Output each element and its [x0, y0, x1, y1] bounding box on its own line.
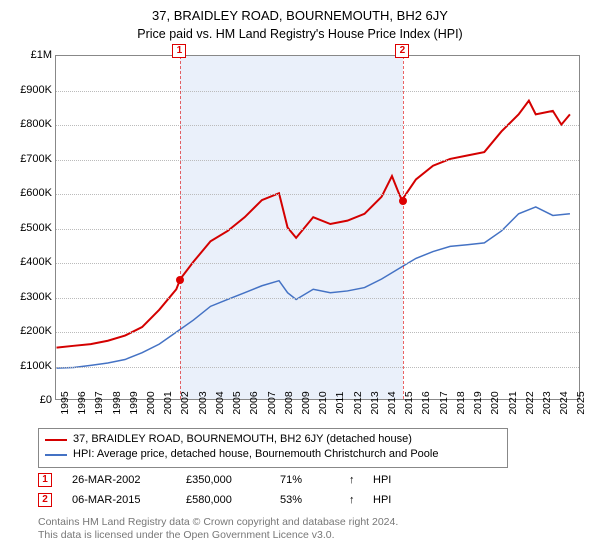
x-tick-label: 1995 — [59, 391, 71, 414]
transaction-price: £580,000 — [186, 494, 266, 506]
plot-area — [55, 55, 580, 400]
transaction-suffix: HPI — [373, 474, 391, 486]
transaction-point — [176, 276, 184, 284]
x-tick-label: 2010 — [317, 391, 329, 414]
series-price_paid — [57, 101, 570, 348]
gridline-h — [56, 91, 579, 92]
x-tick-label: 2001 — [162, 391, 174, 414]
legend-label: HPI: Average price, detached house, Bour… — [73, 447, 438, 462]
x-tick-label: 2009 — [300, 391, 312, 414]
x-tick-label: 2007 — [266, 391, 278, 414]
y-tick-label: £1M — [31, 49, 52, 61]
transaction-row-marker: 2 — [38, 493, 52, 507]
transaction-date: 06-MAR-2015 — [72, 494, 172, 506]
x-tick-label: 2000 — [145, 391, 157, 414]
gridline-h — [56, 194, 579, 195]
legend-row: 37, BRAIDLEY ROAD, BOURNEMOUTH, BH2 6JY … — [45, 432, 501, 447]
x-tick-label: 1996 — [76, 391, 88, 414]
x-tick-label: 2018 — [455, 391, 467, 414]
y-tick-label: £200K — [20, 325, 52, 337]
y-tick-label: £800K — [20, 118, 52, 130]
legend-swatch — [45, 439, 67, 441]
x-tick-label: 2020 — [489, 391, 501, 414]
gridline-h — [56, 229, 579, 230]
gridline-h — [56, 298, 579, 299]
x-tick-label: 2006 — [248, 391, 260, 414]
legend: 37, BRAIDLEY ROAD, BOURNEMOUTH, BH2 6JY … — [38, 428, 508, 468]
x-tick-label: 1999 — [128, 391, 140, 414]
x-tick-label: 2005 — [231, 391, 243, 414]
x-tick-label: 2025 — [575, 391, 587, 414]
x-tick-label: 2013 — [369, 391, 381, 414]
chart-container: 37, BRAIDLEY ROAD, BOURNEMOUTH, BH2 6JY … — [0, 0, 600, 560]
y-tick-label: £700K — [20, 153, 52, 165]
footer-attribution: Contains HM Land Registry data © Crown c… — [38, 516, 398, 542]
x-tick-label: 2008 — [283, 391, 295, 414]
transaction-row-marker: 1 — [38, 473, 52, 487]
x-tick-label: 2012 — [352, 391, 364, 414]
y-tick-label: £300K — [20, 291, 52, 303]
gridline-h — [56, 125, 579, 126]
y-tick-label: £400K — [20, 256, 52, 268]
transaction-suffix: HPI — [373, 494, 391, 506]
x-tick-label: 2004 — [214, 391, 226, 414]
x-tick-label: 2017 — [438, 391, 450, 414]
arrow-up-icon: ↑ — [349, 474, 359, 486]
gridline-h — [56, 160, 579, 161]
y-tick-label: £900K — [20, 84, 52, 96]
x-tick-label: 2023 — [541, 391, 553, 414]
chart-title: 37, BRAIDLEY ROAD, BOURNEMOUTH, BH2 6JY — [0, 0, 600, 23]
x-tick-label: 2019 — [472, 391, 484, 414]
line-series-svg — [56, 56, 579, 399]
transaction-marker: 2 — [395, 44, 409, 58]
transaction-date: 26-MAR-2002 — [72, 474, 172, 486]
y-tick-label: £100K — [20, 360, 52, 372]
transaction-vline — [180, 56, 181, 399]
legend-row: HPI: Average price, detached house, Bour… — [45, 447, 501, 462]
y-tick-label: £600K — [20, 187, 52, 199]
legend-swatch — [45, 454, 67, 456]
x-tick-label: 2014 — [386, 391, 398, 414]
x-tick-label: 2022 — [524, 391, 536, 414]
transaction-pct: 53% — [280, 494, 335, 506]
x-tick-label: 1998 — [111, 391, 123, 414]
transaction-row: 1 26-MAR-2002 £350,000 71% ↑ HPI — [38, 470, 391, 490]
x-tick-label: 2002 — [179, 391, 191, 414]
transaction-point — [399, 197, 407, 205]
footer-line-1: Contains HM Land Registry data © Crown c… — [38, 516, 398, 529]
x-tick-label: 2021 — [507, 391, 519, 414]
x-tick-label: 1997 — [93, 391, 105, 414]
transaction-row: 2 06-MAR-2015 £580,000 53% ↑ HPI — [38, 490, 391, 510]
transaction-price: £350,000 — [186, 474, 266, 486]
x-tick-label: 2016 — [420, 391, 432, 414]
transactions-table: 1 26-MAR-2002 £350,000 71% ↑ HPI 2 06-MAR-2015 £… — [38, 470, 391, 510]
transaction-vline — [403, 56, 404, 399]
transaction-pct: 71% — [280, 474, 335, 486]
legend-label: 37, BRAIDLEY ROAD, BOURNEMOUTH, BH2 6JY … — [73, 432, 412, 447]
x-tick-label: 2015 — [403, 391, 415, 414]
transaction-marker: 1 — [172, 44, 186, 58]
x-tick-label: 2024 — [558, 391, 570, 414]
chart-subtitle: Price paid vs. HM Land Registry's House … — [0, 23, 600, 41]
x-tick-label: 2003 — [197, 391, 209, 414]
gridline-h — [56, 332, 579, 333]
gridline-h — [56, 367, 579, 368]
series-hpi — [57, 207, 570, 368]
arrow-up-icon: ↑ — [349, 494, 359, 506]
y-tick-label: £500K — [20, 222, 52, 234]
gridline-h — [56, 263, 579, 264]
x-tick-label: 2011 — [334, 392, 346, 415]
y-tick-label: £0 — [40, 394, 52, 406]
footer-line-2: This data is licensed under the Open Gov… — [38, 529, 398, 542]
